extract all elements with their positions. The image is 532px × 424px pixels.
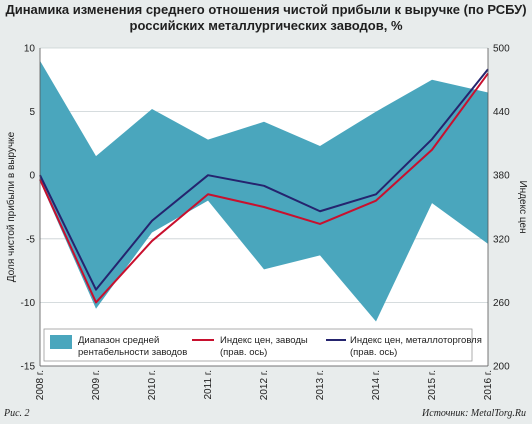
y-tick-label: -5	[26, 234, 35, 245]
source-note: Источник: MetalTorg.Ru	[422, 408, 526, 419]
x-tick-label: 2011 г.	[203, 370, 214, 400]
figure-caption: Рис. 2	[4, 408, 30, 419]
right-axis-ticks: 200 260 320 380 440 500	[493, 44, 510, 373]
x-tick-label: 2009 г.	[91, 370, 102, 400]
x-tick-label: 2014 г.	[371, 370, 382, 400]
y-axis-title: Доля чистой прибыли в выручке	[5, 131, 17, 282]
y-tick-label: 0	[29, 171, 35, 182]
lines-layer	[39, 68, 489, 304]
y2-tick-label: 320	[493, 234, 510, 245]
legend-band-label-line-2: рентабельности заводов	[78, 347, 187, 358]
y-tick-label: -10	[21, 298, 36, 309]
x-tick-label: 2012 г.	[259, 370, 270, 400]
x-tick-label: 2015 г.	[427, 370, 438, 400]
y-tick-label: 10	[24, 44, 36, 55]
chart-title-line-1: Динамика изменения среднего отношения чи…	[5, 2, 527, 17]
legend-band-swatch	[50, 335, 72, 349]
chart-title-line-2: российских металлургических заводов, %	[129, 18, 403, 33]
band-area	[40, 60, 488, 322]
legend: Диапазон средней рентабельности заводов …	[43, 328, 482, 362]
trade-price-line	[39, 68, 489, 291]
y-tick-label: 5	[29, 107, 35, 118]
factory-price-line	[39, 72, 489, 304]
band-layer	[40, 60, 488, 322]
legend-trade-label-line-2: (прав. ось)	[350, 347, 397, 358]
x-axis-ticks: 2008 г. 2009 г. 2010 г. 2011 г. 2012 г. 2013 …	[35, 370, 494, 400]
y2-tick-label: 260	[493, 298, 510, 309]
x-tick-label: 2010 г.	[147, 370, 158, 400]
left-axis-ticks: -15 -10 -5 0 5 10	[21, 44, 36, 373]
y2-tick-label: 200	[493, 362, 510, 373]
legend-box	[43, 328, 473, 362]
legend-trade-label-line-1: Индекс цен, металлоторговля	[350, 335, 482, 346]
legend-band-label-line-1: Диапазон средней	[78, 335, 159, 346]
y2-tick-label: 380	[493, 171, 510, 182]
legend-factory-label-line-1: Индекс цен, заводы	[220, 335, 308, 346]
axes-layer	[39, 48, 489, 367]
legend-factory-label-line-2: (прав. ось)	[220, 347, 267, 358]
y2-axis-title: Индекс цен	[517, 180, 528, 233]
y2-tick-label: 500	[493, 44, 510, 55]
y-tick-label: -15	[21, 362, 36, 373]
x-tick-label: 2008 г.	[35, 370, 46, 400]
x-tick-label: 2016 г.	[483, 370, 494, 400]
x-tick-label: 2013 г.	[315, 370, 326, 400]
chart-title: Динамика изменения среднего отношения чи…	[0, 2, 532, 34]
y2-tick-label: 440	[493, 107, 510, 118]
